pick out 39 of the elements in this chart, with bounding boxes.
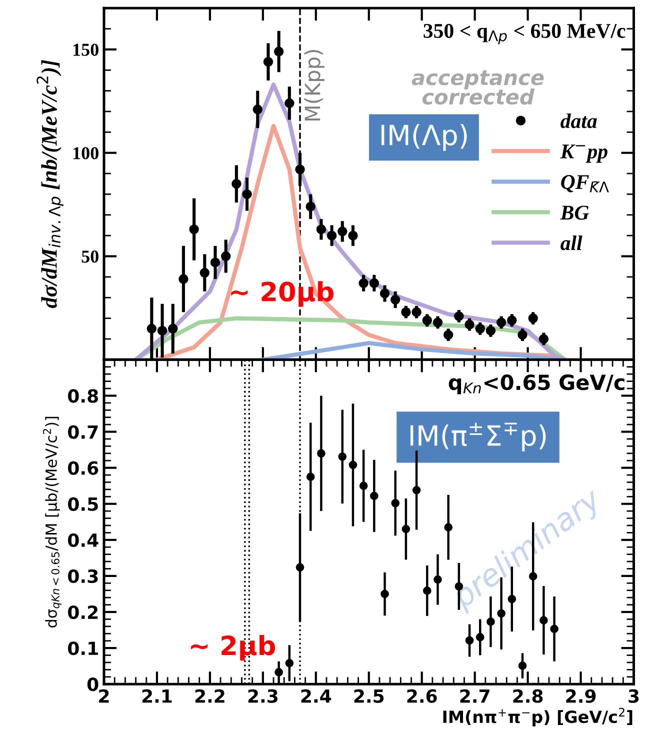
y-axis-title: dσ$_{qKn<0.65}$/dM [μb/(MeV/c$^{2}$)] [42,416,62,628]
x-axis-title: IM(nπ$^{+}$π$^{−}$p) [GeV/c$^{2}$] [443,708,632,726]
legend-label: all [560,236,582,250]
y-tick-label: 0.1 [68,642,98,656]
x-tick-label: 2.6 [407,689,437,703]
y-tick-label: 0.3 [68,569,98,584]
ref-line-label: M(Kpp) [304,50,324,121]
x-tick-label: 2.2 [195,689,224,703]
x-tick-label: 2.8 [513,689,543,703]
annotation: ~ 2μb [191,634,275,661]
annotation: acceptance corrected [412,70,544,105]
y-tick-label: 100 [74,147,98,160]
x-tick-label: 2.7 [460,689,490,703]
x-tick-label: 2.1 [142,689,172,703]
x-tick-label: 2.5 [354,689,384,703]
legend-label: BG [560,206,590,220]
y-tick-label: 150 [74,44,98,56]
annotation: IM(Λp) [381,124,467,151]
y-tick-label: 0 [87,678,98,692]
legend-label: K$^{−}$pp [560,144,608,163]
y-axis-title: dσ/dM$_{inv.Λp}$ [nb/(MeV/c$^{2}$)] [36,60,64,308]
y-tick-label: 0.5 [68,497,98,511]
y-tick-label: 0.7 [68,425,98,439]
y-tick-label: 0.2 [68,605,98,620]
x-tick-label: 2.4 [301,689,332,703]
y-tick-label: 0.6 [68,461,98,475]
text: 350 < q$_{Λp}$ < 650 MeV/c [424,24,626,44]
annotation: ~ 20μb [231,281,334,307]
x-tick-label: 2 [99,689,109,703]
y-tick-label: 50 [82,250,98,263]
legend-label: data [560,113,597,128]
annotation: IM(π$^{±}$Σ$^{∓}$p) [410,422,546,452]
text: q$_{Kn}$<0.65 GeV/c [448,374,624,394]
x-tick-label: 2.3 [248,689,278,703]
y-tick-label: 0.8 [68,389,98,403]
y-tick-label: 0.4 [68,533,98,548]
x-tick-label: 3 [628,689,639,703]
legend-label: QF$_{K̄Λ}$ [561,175,609,192]
x-tick-label: 2.9 [566,689,596,703]
